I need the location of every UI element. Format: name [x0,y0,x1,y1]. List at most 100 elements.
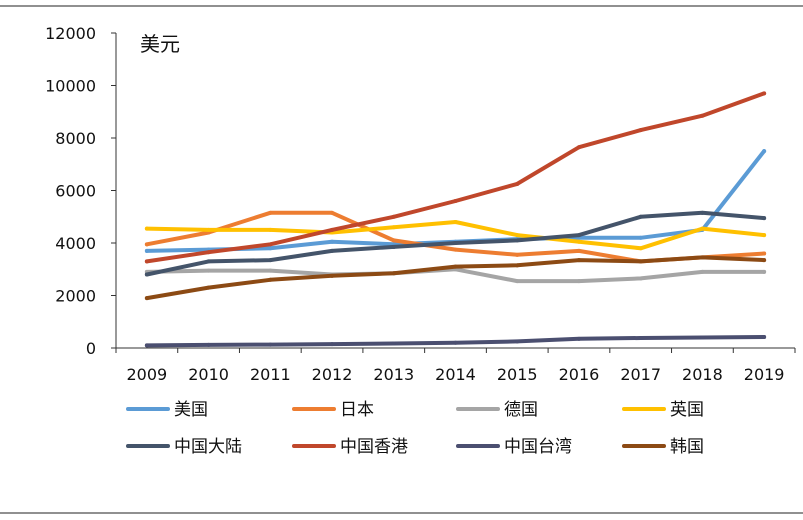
legend-item: 中国香港 [292,437,408,457]
y-tick-label: 4000 [55,234,96,253]
series-5-point [144,259,149,264]
y-tick-label: 8000 [55,129,96,148]
series-1-point [330,210,335,215]
legend-label: 韩国 [670,437,704,457]
series-5-point [762,91,767,96]
series-0-point [268,246,273,251]
series-5-point [638,128,643,133]
series-2-point [576,279,581,284]
series-7-point [638,259,643,264]
series-4-point [576,233,581,238]
series-6-point [391,341,396,346]
series-7-point [206,285,211,290]
y-tick-label: 12000 [45,24,96,43]
series-3-point [268,227,273,232]
legend-item: 中国台湾 [456,437,572,457]
x-tick-label: 2014 [435,365,476,384]
series-7-point [391,271,396,276]
x-tick-label: 2009 [127,365,168,384]
series-1-point [391,238,396,243]
legend-item: 日本 [292,400,374,420]
series-6-point [762,334,767,339]
series-4-point [330,248,335,253]
series-4-point [268,258,273,263]
series-7-point [700,255,705,260]
series-7-point [268,277,273,282]
legend-item: 中国大陆 [126,437,242,457]
legend-label: 德国 [504,400,538,420]
y-tick-label: 0 [86,339,96,358]
series-6-point [576,336,581,341]
unit-label: 美元 [140,32,180,56]
x-tick-label: 2019 [744,365,785,384]
series-0-point [762,149,767,154]
series-5-point [700,113,705,118]
legend-label: 美国 [174,400,208,420]
series-7-point [515,263,520,268]
series-5-point [391,214,396,219]
series-7-point [762,258,767,263]
series-6-point [268,342,273,347]
series-0-point [638,235,643,240]
y-tick-label: 6000 [55,182,96,201]
series-2-point [762,269,767,274]
series-4-point [391,244,396,249]
series-1-point [453,247,458,252]
series-3-point [576,239,581,244]
series-1-point [268,210,273,215]
series-4-point [638,214,643,219]
series-4-point [144,272,149,277]
y-tick-label: 2000 [55,287,96,306]
series-4-point [206,259,211,264]
series-0-point [330,239,335,244]
series-3-point [144,226,149,231]
series-5-point [576,145,581,150]
legend-item: 英国 [622,400,704,420]
series-7-point [144,296,149,301]
series-2-point [638,276,643,281]
series-0-point [144,248,149,253]
series-3-point [453,220,458,224]
series-2-point [268,268,273,273]
legend-label: 中国台湾 [504,437,572,457]
series-5-point [268,242,273,247]
series-2-point [515,279,520,284]
series-7-point [576,258,581,263]
series-4-point [700,210,705,215]
series-3-point [391,225,396,230]
x-axis-ticks: 2009 2010 2011 2012 2013 2014 2015 2016 2017 2018… [115,348,796,384]
x-tick-label: 2016 [559,365,600,384]
series-7-point [453,264,458,269]
x-tick-label: 2012 [312,365,353,384]
series-line-5 [144,91,767,264]
series-6-point [638,336,643,341]
legend-label: 中国大陆 [174,437,242,457]
x-tick-label: 2013 [373,365,414,384]
y-axis-ticks: 0 2000 4000 6000 8000 10000 12000 [45,24,116,358]
series-2-point [206,268,211,273]
x-tick-label: 2010 [188,365,229,384]
legend-label: 中国香港 [340,437,408,457]
series-5-point [206,250,211,255]
y-tick-label: 10000 [45,77,96,96]
series-6-point [144,343,149,348]
series-6-point [206,342,211,347]
series-6-point [515,339,520,344]
series-3-point [762,233,767,238]
x-tick-label: 2018 [682,365,723,384]
series-6-point [453,340,458,345]
series-6-point [700,335,705,340]
series-2-point [700,269,705,274]
x-tick-label: 2011 [250,365,291,384]
series-5-point [453,199,458,203]
series-3-point [638,246,643,251]
legend-label: 日本 [340,400,374,420]
series-3-point [515,233,520,238]
series-5-point [330,227,335,232]
series-1-point [144,242,149,247]
series-lines [144,91,767,348]
legend-item: 美国 [126,400,208,420]
series-3-point [206,227,211,232]
